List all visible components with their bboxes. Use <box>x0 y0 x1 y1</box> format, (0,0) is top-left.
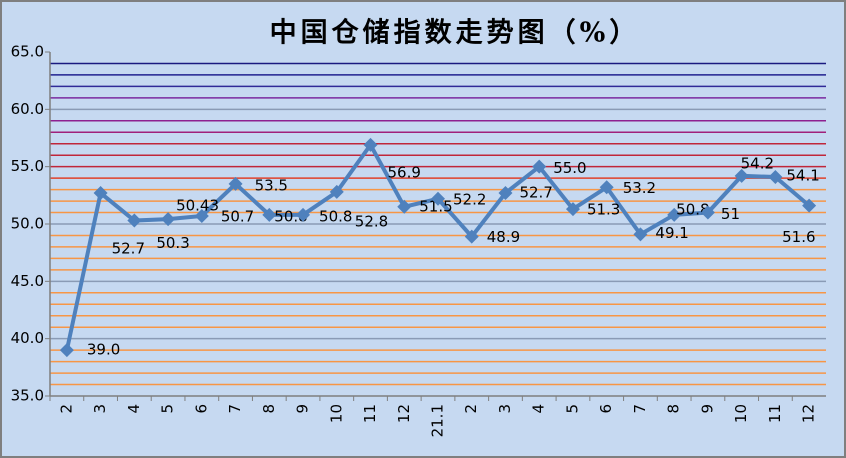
x-tick-label: 7 <box>631 404 649 414</box>
y-tick-label: 55.0 <box>11 157 44 175</box>
data-label: 50.7 <box>221 207 254 225</box>
data-label: 51 <box>721 205 740 223</box>
data-point <box>93 186 108 201</box>
chart-title: 中国仓储指数走势图（%） <box>270 18 641 49</box>
data-label: 52.7 <box>112 240 145 258</box>
x-tick-label: 6 <box>192 404 210 414</box>
data-point <box>296 207 311 222</box>
data-point <box>532 159 547 174</box>
x-tick-label: 2 <box>57 404 75 414</box>
data-point <box>700 205 715 220</box>
x-tick-label: 12 <box>395 404 413 423</box>
data-point <box>802 198 817 213</box>
x-tick-label: 8 <box>665 404 683 414</box>
data-point <box>431 191 445 206</box>
data-label: 48.9 <box>487 228 520 246</box>
data-label: 54.2 <box>741 154 774 172</box>
data-label: 52.8 <box>355 212 388 230</box>
data-point <box>329 184 344 199</box>
data-label: 54.1 <box>786 166 819 184</box>
data-label: 51.5 <box>419 197 452 215</box>
y-tick-label: 40.0 <box>11 329 44 347</box>
x-tick-label: 9 <box>294 404 312 414</box>
data-label: 55.0 <box>553 159 586 177</box>
x-tick-label: 11 <box>766 404 784 423</box>
data-label: 53.2 <box>623 179 656 197</box>
data-point <box>127 213 142 228</box>
data-point <box>363 137 378 152</box>
data-label: 39.0 <box>87 341 120 359</box>
y-tick-label: 65.0 <box>11 43 44 61</box>
x-tick-label: 3 <box>91 404 109 414</box>
data-label: 56.9 <box>388 163 421 181</box>
data-label: 52.2 <box>453 190 486 208</box>
y-tick-label: 35.0 <box>11 387 44 405</box>
data-point <box>397 199 412 214</box>
data-point <box>734 168 749 183</box>
x-tick-label: 9 <box>698 404 716 414</box>
data-point <box>194 208 209 223</box>
x-tick-label: 10 <box>732 404 750 423</box>
data-point <box>228 176 243 191</box>
x-tick-label: 7 <box>226 404 244 414</box>
data-point <box>768 169 783 184</box>
data-label: 50.43 <box>176 197 219 215</box>
data-point <box>565 202 580 217</box>
x-tick-label: 5 <box>159 404 177 414</box>
x-tick-label: 5 <box>563 404 581 414</box>
x-tick-label: 2 <box>462 404 480 414</box>
y-tick-label: 50.0 <box>11 215 44 233</box>
x-tick-label: 3 <box>496 404 514 414</box>
x-tick-label: 11 <box>361 404 379 423</box>
data-point <box>498 186 513 201</box>
data-point <box>262 207 277 222</box>
data-point <box>59 343 74 358</box>
data-label: 50.3 <box>156 234 189 252</box>
data-label: 52.7 <box>519 184 552 202</box>
x-tick-label: 8 <box>260 404 278 414</box>
y-tick-label: 45.0 <box>11 272 44 290</box>
data-point <box>667 207 682 222</box>
y-tick-label: 60.0 <box>11 100 44 118</box>
x-tick-label: 10 <box>327 404 345 423</box>
data-label: 53.5 <box>255 176 288 194</box>
data-point <box>599 180 614 195</box>
data-label: 50.8 <box>319 207 352 225</box>
data-label: 49.1 <box>655 224 688 242</box>
x-tick-label: 6 <box>597 404 615 414</box>
data-label: 51.3 <box>587 201 620 219</box>
data-label: 50.8 <box>676 200 709 218</box>
data-point <box>633 227 648 242</box>
x-tick-label: 4 <box>530 404 548 414</box>
data-point <box>161 212 176 227</box>
x-tick-label: 12 <box>800 404 818 423</box>
data-point <box>464 229 479 244</box>
x-tick-label: 21.1 <box>429 404 447 437</box>
x-tick-label: 4 <box>125 404 143 414</box>
data-label: 51.6 <box>782 228 815 246</box>
